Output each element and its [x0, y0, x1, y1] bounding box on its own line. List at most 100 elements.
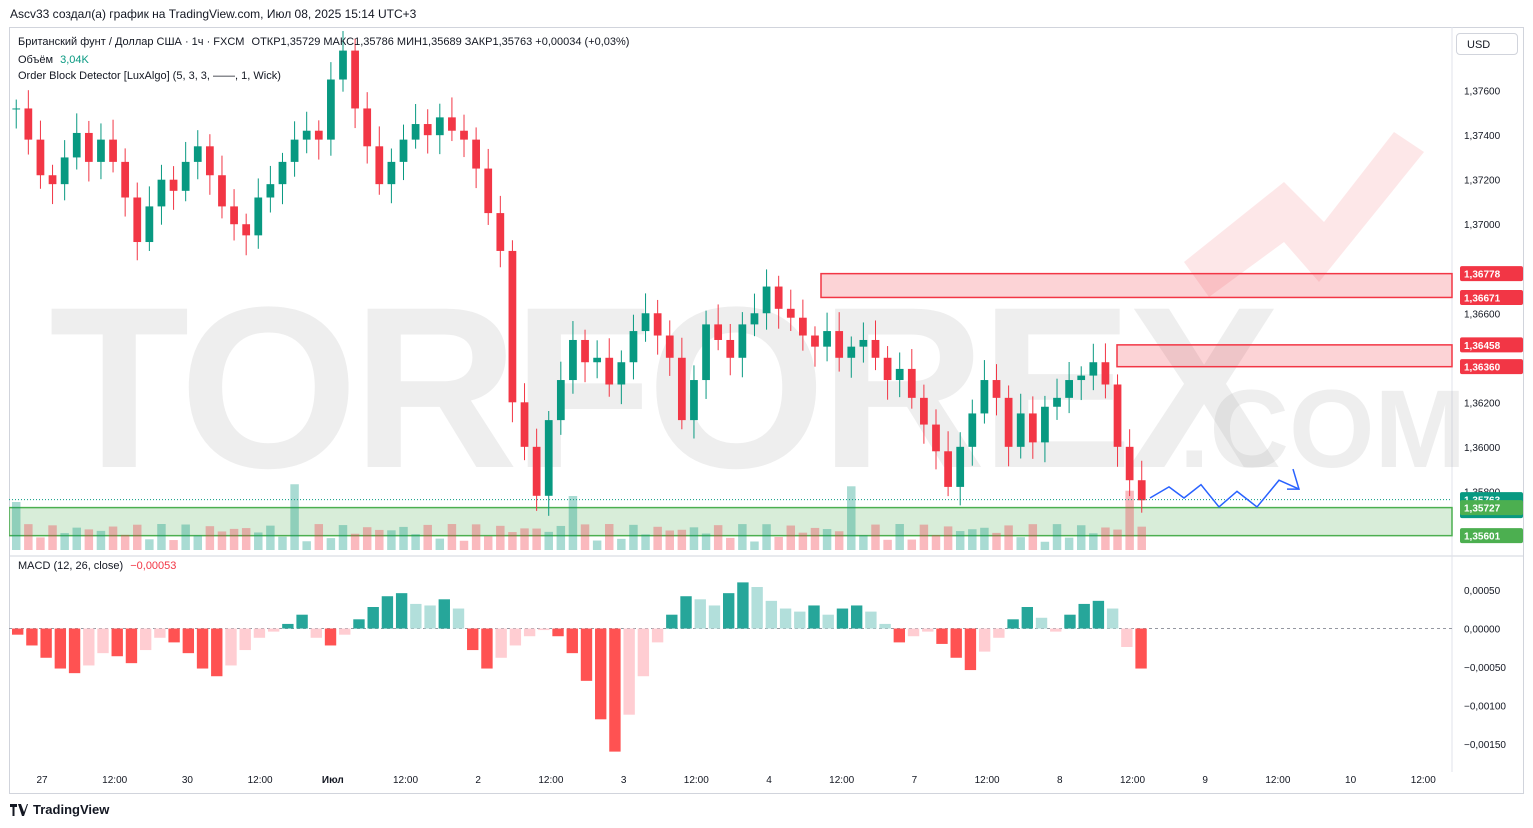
candle-body[interactable] — [399, 139, 408, 162]
candle-body[interactable] — [883, 357, 892, 381]
candle-body[interactable] — [811, 335, 819, 347]
candle-body[interactable] — [605, 357, 614, 385]
candle-body[interactable] — [544, 420, 553, 496]
candle-body[interactable] — [665, 335, 674, 358]
candle-body[interactable] — [677, 357, 686, 421]
candle-body[interactable] — [472, 139, 480, 169]
candle-body[interactable] — [314, 130, 323, 140]
candle-body[interactable] — [569, 339, 577, 381]
candle-body[interactable] — [12, 108, 21, 110]
candle-body[interactable] — [859, 339, 868, 347]
candle-body[interactable] — [920, 397, 928, 425]
candle-body[interactable] — [508, 250, 517, 403]
candle-body[interactable] — [774, 286, 783, 309]
candle-body[interactable] — [133, 197, 142, 243]
candle-body[interactable] — [1077, 375, 1086, 381]
candle-body[interactable] — [617, 362, 626, 385]
candle-body[interactable] — [1028, 413, 1037, 443]
candle-body[interactable] — [266, 184, 275, 198]
legend-indicator-line[interactable]: Order Block Detector [LuxAlgo] (5, 3, 3,… — [18, 70, 281, 82]
candle-body[interactable] — [351, 50, 359, 109]
candle-body[interactable] — [1101, 362, 1110, 385]
candle-body[interactable] — [423, 124, 432, 136]
candle-body[interactable] — [702, 324, 710, 381]
candle-body[interactable] — [1004, 397, 1013, 447]
projection-path[interactable] — [1149, 479, 1300, 509]
candle-body[interactable] — [1065, 380, 1073, 398]
candle-body[interactable] — [1113, 384, 1122, 447]
candle-body[interactable] — [556, 380, 565, 421]
candle-body[interactable] — [980, 380, 989, 414]
candle-body[interactable] — [278, 161, 287, 185]
order-block-bearish[interactable] — [820, 272, 1453, 299]
candle-body[interactable] — [411, 124, 420, 140]
candle-body[interactable] — [714, 324, 723, 340]
candle-body[interactable] — [907, 368, 916, 398]
candle-body[interactable] — [799, 317, 807, 336]
order-block-bearish[interactable] — [1116, 344, 1453, 368]
candle-body[interactable] — [97, 139, 105, 162]
candle-body[interactable] — [363, 108, 372, 147]
candle-body[interactable] — [375, 146, 384, 185]
candle-body[interactable] — [145, 206, 154, 243]
candle-body[interactable] — [823, 331, 831, 347]
legend-symbol[interactable]: Британский фунт / Доллар США · 1ч · FXCM — [18, 36, 245, 48]
candle-body[interactable] — [653, 313, 662, 336]
order-block-bullish[interactable] — [9, 506, 1453, 537]
currency-button[interactable]: USD — [1456, 33, 1518, 55]
legend-macd-line[interactable]: MACD (12, 26, close) −0,00053 — [18, 560, 176, 572]
candle-body[interactable] — [254, 197, 263, 236]
candle-body[interactable] — [1053, 397, 1061, 407]
candle-body[interactable] — [750, 313, 759, 325]
candle-body[interactable] — [121, 161, 130, 198]
candle-body[interactable] — [435, 117, 444, 136]
candle-body[interactable] — [339, 50, 347, 80]
candle-body[interactable] — [629, 331, 638, 363]
candle-body[interactable] — [932, 424, 940, 452]
candle-body[interactable] — [72, 132, 81, 158]
candle-body[interactable] — [956, 446, 965, 487]
candle-body[interactable] — [641, 313, 650, 332]
candle-body[interactable] — [181, 161, 190, 191]
candle-body[interactable] — [532, 446, 541, 496]
candle-body[interactable] — [84, 132, 93, 162]
candle-body[interactable] — [327, 79, 335, 140]
candle-body[interactable] — [1041, 406, 1049, 443]
candle-body[interactable] — [690, 380, 698, 421]
candle-body[interactable] — [230, 206, 238, 225]
candle-body[interactable] — [992, 380, 1001, 398]
legend-volume-line[interactable]: Объём 3,04K — [18, 54, 89, 66]
candle-body[interactable] — [968, 413, 977, 447]
chart-canvas[interactable]: TORFOREX.COM1,378001,376001,374001,37200… — [9, 27, 1524, 794]
candle-body[interactable] — [1016, 413, 1025, 447]
candle-body[interactable] — [448, 117, 456, 131]
candle-body[interactable] — [496, 213, 505, 251]
candle-body[interactable] — [1137, 480, 1146, 501]
candle-body[interactable] — [520, 402, 529, 447]
candle-body[interactable] — [387, 161, 396, 185]
candle-body[interactable] — [193, 146, 202, 162]
candle-body[interactable] — [36, 139, 45, 176]
candle-body[interactable] — [847, 346, 856, 358]
candle-body[interactable] — [218, 175, 226, 207]
candle-body[interactable] — [835, 331, 844, 358]
candle-body[interactable] — [726, 339, 735, 358]
candle-body[interactable] — [290, 139, 299, 162]
candle-body[interactable] — [109, 139, 117, 162]
candle-body[interactable] — [205, 146, 214, 176]
candle-body[interactable] — [484, 168, 493, 214]
candle-body[interactable] — [1125, 446, 1134, 481]
candle-body[interactable] — [24, 108, 33, 140]
candle-body[interactable] — [169, 179, 178, 191]
candle-body[interactable] — [60, 157, 69, 185]
candle-body[interactable] — [242, 224, 251, 236]
candle-body[interactable] — [762, 286, 771, 314]
candle-body[interactable] — [581, 339, 589, 363]
candle-body[interactable] — [895, 368, 904, 381]
candle-body[interactable] — [944, 451, 952, 487]
candle-body[interactable] — [738, 324, 747, 358]
candle-body[interactable] — [786, 308, 795, 318]
candle-body[interactable] — [460, 130, 468, 140]
candle-body[interactable] — [593, 357, 602, 363]
candle-body[interactable] — [1089, 362, 1098, 376]
